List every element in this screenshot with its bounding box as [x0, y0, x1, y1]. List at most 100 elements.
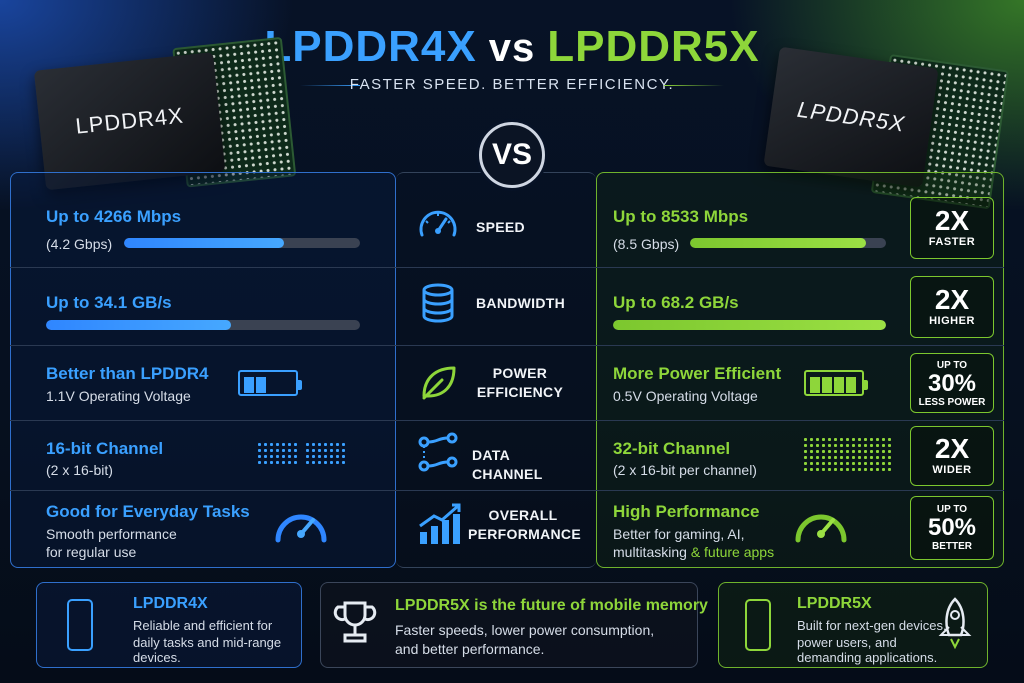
lane-dot: [810, 444, 813, 447]
speed-badge: 2X FASTER: [910, 197, 994, 259]
growth-chart-icon: [419, 503, 461, 544]
lane-dot: [876, 456, 879, 459]
title-vs: vs: [488, 26, 536, 70]
lane-dot: [864, 438, 867, 441]
channel-lanes-left: [258, 443, 345, 464]
lane-dot: [318, 443, 321, 446]
speed-right-title: Up to 8533 Mbps: [613, 207, 749, 226]
lane-dot: [342, 449, 345, 452]
channel-right-title: 32-bit Channel: [613, 439, 731, 458]
lane-dot: [888, 456, 891, 459]
channel-left-title: 16-bit Channel: [46, 439, 164, 458]
lane-dot: [840, 444, 843, 447]
lane-dot: [840, 462, 843, 465]
lane-dot: [828, 468, 831, 471]
lane-dot: [852, 462, 855, 465]
speed-left-bar-fill: [124, 238, 285, 248]
bandwidth-right-bar-fill: [613, 320, 886, 330]
badge-label: BETTER: [932, 541, 972, 552]
lane-dot: [270, 449, 273, 452]
row-divider: [10, 490, 1004, 491]
card-line: daily tasks and mid-range: [133, 635, 282, 650]
lane-dot: [294, 455, 297, 458]
lane-dot: [858, 450, 861, 453]
badge-prefix: UP TO: [936, 360, 968, 371]
lane-dot: [270, 443, 273, 446]
battery-cell: [810, 377, 820, 393]
row-divider: [10, 267, 1004, 268]
badge-value: 50%: [927, 514, 977, 541]
badge-label: FASTER: [928, 236, 976, 248]
battery-icon: [804, 370, 868, 396]
lane-dot: [888, 450, 891, 453]
lane-dot: [858, 438, 861, 441]
battery-cap: [297, 380, 302, 390]
performance-right-title: High Performance: [613, 502, 760, 521]
battery-cell: [244, 377, 254, 393]
lane-dot: [846, 444, 849, 447]
chip-label-left: LPDDR4X: [33, 52, 226, 191]
lane-dot: [330, 455, 333, 458]
card-line: demanding applications.: [797, 650, 938, 665]
lane-dot: [264, 443, 267, 446]
gauge-icon: [275, 514, 327, 543]
lane-dot: [864, 468, 867, 471]
lane-dot: [282, 461, 285, 464]
lane-dot: [276, 449, 279, 452]
lane-dot: [318, 449, 321, 452]
lane-dot: [336, 461, 339, 464]
battery-cap: [863, 380, 868, 390]
lane-dot: [306, 449, 309, 452]
power-left-sub: 1.1V Operating Voltage: [46, 388, 191, 404]
lane-dot: [804, 450, 807, 453]
lane-dot: [882, 450, 885, 453]
badge-label: LESS POWER: [918, 397, 986, 408]
lane-dot: [816, 450, 819, 453]
speed-left-bar: [124, 238, 360, 248]
lane-dot: [822, 450, 825, 453]
lane-dot: [264, 461, 267, 464]
lane-dot: [834, 468, 837, 471]
lane-dot: [870, 456, 873, 459]
lane-dot: [288, 443, 291, 446]
lane-dot: [294, 443, 297, 446]
row-divider: [10, 345, 1004, 346]
badge-label: WIDER: [932, 464, 972, 476]
power-right-title: More Power Efficient: [613, 364, 782, 383]
phone-icon: [67, 599, 93, 651]
lane-dot: [336, 443, 339, 446]
lane-dot: [828, 438, 831, 441]
lane-dot: [882, 456, 885, 459]
card-title: LPDDR5X: [797, 595, 872, 612]
lane-dot: [870, 468, 873, 471]
sub-text: multitasking: [613, 544, 691, 560]
lane-dot: [264, 455, 267, 458]
lane-dot: [306, 443, 309, 446]
trophy-icon: [333, 601, 377, 643]
title-left: LPDDR4X: [264, 22, 477, 71]
lane-dot: [288, 461, 291, 464]
lane-dot: [864, 462, 867, 465]
lane-dot: [840, 438, 843, 441]
lane-dot: [822, 462, 825, 465]
lane-dot: [258, 455, 261, 458]
badge-value: 2X: [934, 205, 970, 236]
lane-dot: [870, 450, 873, 453]
bandwidth-left-bar-fill: [46, 320, 232, 330]
lane-dot: [282, 455, 285, 458]
lane-dot: [816, 456, 819, 459]
lane-dot: [330, 443, 333, 446]
lane-dot: [810, 438, 813, 441]
bandwidth-badge: 2X HIGHER: [910, 276, 994, 338]
future-summary-card: LPDDR5X is the future of mobile memory F…: [320, 582, 708, 668]
speed-right-bar-fill: [690, 238, 867, 248]
rocket-icon: [938, 597, 972, 650]
lane-dot: [852, 444, 855, 447]
lane-dot: [294, 449, 297, 452]
battery-cell: [280, 377, 290, 393]
power-right-sub: 0.5V Operating Voltage: [613, 388, 758, 404]
lane-dot: [318, 455, 321, 458]
card-line: Faster speeds, lower power consumption,: [395, 622, 655, 638]
lane-dot: [840, 468, 843, 471]
badge-value: 2X: [934, 433, 970, 464]
